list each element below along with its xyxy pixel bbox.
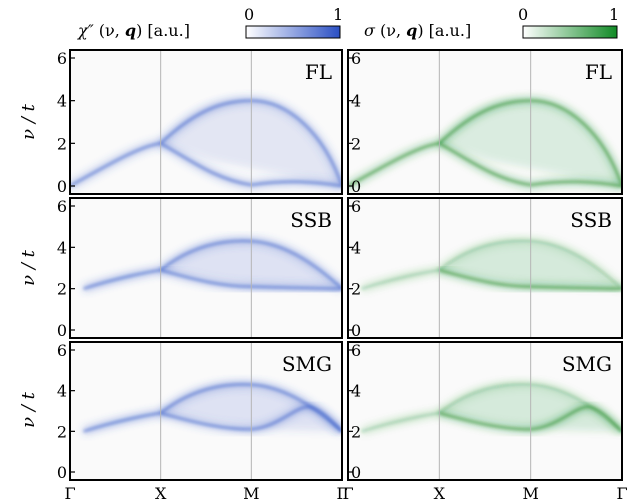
ylabel-row-2: ν / t xyxy=(18,249,39,285)
y-tick-label: 0 xyxy=(57,321,67,340)
panel-frame xyxy=(347,49,623,195)
y-tick-label: 2 xyxy=(351,134,361,153)
panel-label: SSB xyxy=(290,208,332,232)
y-tick-label: 2 xyxy=(351,280,361,299)
y-tick-label: 0 xyxy=(351,463,361,482)
colorbar-chi-min: 0 xyxy=(244,5,254,24)
panel-smg-chi: SMG 0 2 4 6 xyxy=(57,341,343,482)
y-tick-label: 4 xyxy=(351,238,361,257)
y-tick-label: 0 xyxy=(351,177,361,196)
colorbar-chi-max: 1 xyxy=(333,5,343,24)
x-tick-label: X xyxy=(155,484,167,503)
y-tick-label: 0 xyxy=(57,463,67,482)
y-tick-label: 4 xyxy=(57,238,67,257)
colorbar-chi-label: χ″ (ν, q) [a.u.] xyxy=(77,21,190,40)
y-tick-label: 6 xyxy=(57,341,67,360)
colorbar-sigma: σ (ν, q) [a.u.] 0 1 xyxy=(364,5,619,40)
x-tick-label: M xyxy=(243,484,259,503)
branch-0 xyxy=(361,383,622,433)
y-tick-label: 4 xyxy=(57,382,67,401)
y-tick-label: 4 xyxy=(57,92,67,111)
colorbar-chi-gradient xyxy=(245,25,341,39)
y-tick-label: 6 xyxy=(351,49,361,68)
ylabel-row-1: ν / t xyxy=(18,103,39,139)
x-tick-label: X xyxy=(434,484,446,503)
y-tick-label: 6 xyxy=(351,197,361,216)
y-tick-label: 2 xyxy=(351,422,361,441)
colorbar-sigma-min: 0 xyxy=(518,5,528,24)
panel-frame xyxy=(69,197,343,339)
y-tick-label: 2 xyxy=(57,134,67,153)
colorbar-chi: χ″ (ν, q) [a.u.] 0 1 xyxy=(77,5,343,40)
panel-frame xyxy=(69,341,343,481)
branch-0 xyxy=(70,99,342,187)
y-tick-label: 0 xyxy=(57,177,67,196)
panel-label: SSB xyxy=(570,208,612,232)
panel-fl-chi: FL 0 2 4 6 xyxy=(57,49,343,196)
panel-ssb-sigma: SSB 0 2 4 6 xyxy=(347,197,623,340)
branch-1 xyxy=(439,405,622,433)
panel-smg-sigma: SMG 0 2 4 6 xyxy=(347,341,623,482)
branch-0 xyxy=(361,239,622,290)
panel-ssb-chi: SSB 0 2 4 6 xyxy=(57,197,343,340)
branch-0 xyxy=(83,239,342,290)
y-tick-label: 4 xyxy=(351,92,361,111)
y-tick-label: 6 xyxy=(57,197,67,216)
y-tick-label: 6 xyxy=(351,341,361,360)
continuum-region xyxy=(361,240,618,289)
y-tick-label: 4 xyxy=(351,382,361,401)
branch-0 xyxy=(83,383,342,433)
continuum-region xyxy=(83,240,338,289)
y-tick-label: 2 xyxy=(57,422,67,441)
branch-0 xyxy=(348,99,622,187)
branch-1 xyxy=(160,405,342,433)
panel-frame xyxy=(347,341,623,481)
colorbar-sigma-gradient xyxy=(522,25,618,39)
panel-label: FL xyxy=(305,60,332,84)
panel-label: SMG xyxy=(282,352,332,376)
x-tick-label: Γ xyxy=(342,484,353,503)
panel-label: SMG xyxy=(562,352,612,376)
ylabel-row-3: ν / t xyxy=(18,391,39,427)
panel-fl-sigma: FL 0 2 4 6 xyxy=(347,49,623,196)
x-tick-label: Γ xyxy=(64,484,75,503)
panel-frame xyxy=(69,49,343,195)
x-tick-label: Γ xyxy=(336,484,347,503)
y-tick-label: 6 xyxy=(57,49,67,68)
x-tick-label: Γ xyxy=(616,484,627,503)
y-tick-label: 2 xyxy=(57,280,67,299)
colorbar-sigma-label: σ (ν, q) [a.u.] xyxy=(364,21,471,40)
x-tick-label: M xyxy=(522,484,538,503)
panel-label: FL xyxy=(585,60,612,84)
colorbar-sigma-max: 1 xyxy=(609,5,619,24)
y-tick-label: 0 xyxy=(351,321,361,340)
panel-frame xyxy=(347,197,623,339)
